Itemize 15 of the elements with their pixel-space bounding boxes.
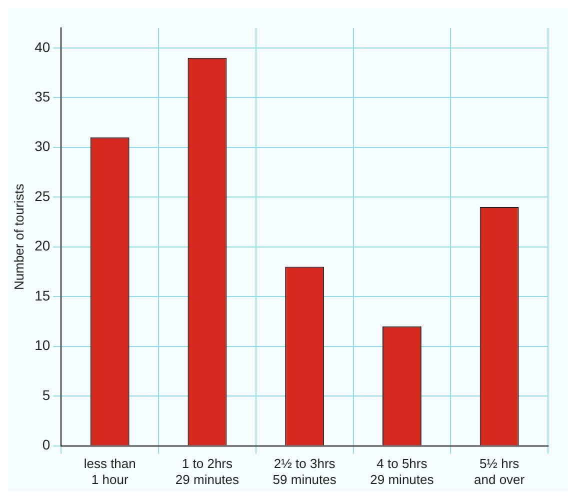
- y-tick-label: 35: [34, 88, 50, 104]
- x-tick-label: 1 to 2hrs 29 minutes: [175, 456, 240, 487]
- y-tick-label: 25: [34, 188, 50, 204]
- y-tick-label: 30: [34, 138, 50, 154]
- y-tick-label: 0: [42, 436, 50, 453]
- y-tick-label: 15: [34, 287, 50, 304]
- y-tick-label: 10: [34, 337, 50, 354]
- y-axis-title: Number of tourists: [11, 183, 26, 290]
- y-tick-label: 40: [34, 38, 50, 55]
- x-tick-label: 2½ to 3hrs 59 minutes: [272, 456, 337, 487]
- x-tick-label: 5½ hrs and over: [474, 456, 526, 487]
- y-tick-label: 5: [42, 386, 50, 403]
- x-tick-label: less than 1 hour: [84, 456, 136, 487]
- y-tick-label: 20: [34, 238, 50, 254]
- x-tick-label: 4 to 5hrs 29 minutes: [370, 456, 434, 487]
